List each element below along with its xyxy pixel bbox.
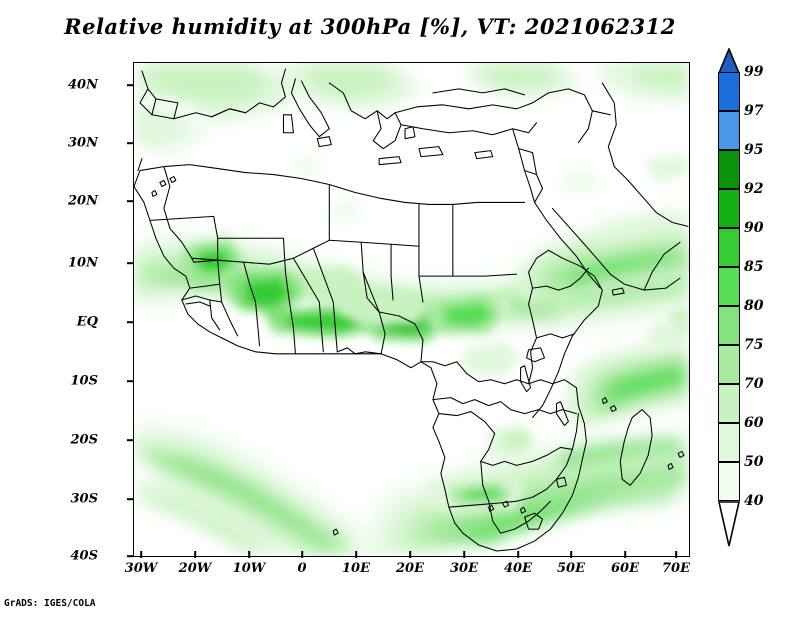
y-tick-mark [127,200,134,202]
y-tick-mark [127,142,134,144]
grads-credit: GrADS: IGES/COLA [4,598,96,609]
colorbar-band-70-75[interactable] [718,345,740,384]
x-tick-mark [301,551,303,558]
x-tick-mark [570,551,572,558]
colorbar-band-75-80[interactable] [718,306,740,345]
colorbar-tick-label: 80 [744,298,764,314]
colorbar-band-50-60[interactable] [718,423,740,462]
y-tick-mark [127,262,134,264]
colorbar-tick-label: 90 [744,220,764,236]
x-tick-label: 30E [450,561,478,576]
y-tick-mark [127,321,134,323]
x-tick-mark [463,551,465,558]
colorbar-band-90-92[interactable] [718,189,740,228]
y-tick-mark [127,498,134,500]
x-tick-mark [248,551,250,558]
colorbar-top-arrow [718,48,740,74]
colorbar-bottom-arrow [718,501,740,547]
page-title: Relative humidity at 300hPa [%], VT: 202… [64,14,676,39]
y-tick-label: 10N [68,255,98,271]
map-plot-area [133,62,690,557]
colorbar-band-85-90[interactable] [718,228,740,267]
colorbar-tick-label: 40 [744,493,764,509]
colorbar-tick-label: 50 [744,454,764,470]
y-tick-label: 20S [70,432,98,448]
x-tick-label: 30W [124,561,158,576]
x-tick-mark [355,551,357,558]
colorbar-tick-label: 70 [744,376,764,392]
y-tick-label: 10S [70,373,98,389]
y-tick-mark [127,380,134,382]
colorbar-tick-label: 97 [744,103,764,119]
y-tick-label: 40N [68,77,98,93]
map-canvas [134,63,689,556]
colorbar-band-40-50[interactable] [718,462,740,501]
field-mediterranean [134,63,689,123]
x-tick-label: 20E [396,561,424,576]
y-tick-label: 20N [68,193,98,209]
y-tick-mark [127,84,134,86]
x-tick-mark [409,551,411,558]
map-coastlines-borders [134,68,689,552]
x-tick-label: 70E [662,561,690,576]
colorbar-tick-label: 95 [744,142,764,158]
field-south-atlantic [134,420,384,556]
colorbar-band-95-97[interactable] [718,111,740,150]
colorbar-tick-label: 85 [744,259,764,275]
field-indian-ocean [516,210,689,430]
colorbar-tick-label: 99 [744,64,764,80]
colorbar-band-80-85[interactable] [718,267,740,306]
x-tick-mark [140,551,142,558]
x-tick-mark [194,551,196,558]
colorbar-band-97-99[interactable] [718,72,740,111]
field-wisps [289,154,689,348]
colorbar-band-92-95[interactable] [718,150,740,189]
x-tick-label: 10E [342,561,370,576]
colorbar-tick-label: 92 [744,181,764,197]
colorbar-band-60-70[interactable] [718,384,740,423]
x-tick-mark [675,551,677,558]
x-tick-label: 50E [557,561,585,576]
y-tick-mark [127,555,134,557]
x-tick-label: 20W [178,561,212,576]
colorbar[interactable]: 99 97 95 92 90 85 80 75 70 60 50 40 [718,48,763,547]
y-tick-mark [127,439,134,441]
x-tick-mark [624,551,626,558]
y-tick-label: 30S [70,491,98,507]
x-tick-label: 0 [297,561,307,576]
x-tick-label: 40E [504,561,532,576]
x-tick-mark [517,551,519,558]
x-tick-label: 60E [611,561,639,576]
x-tick-label: 10W [232,561,266,576]
colorbar-tick-label: 75 [744,337,764,353]
y-tick-label: EQ [76,314,98,330]
y-tick-label: 30N [68,135,98,151]
colorbar-tick-label: 60 [744,415,764,431]
field-congo [301,266,505,334]
y-tick-label: 40S [70,548,98,564]
